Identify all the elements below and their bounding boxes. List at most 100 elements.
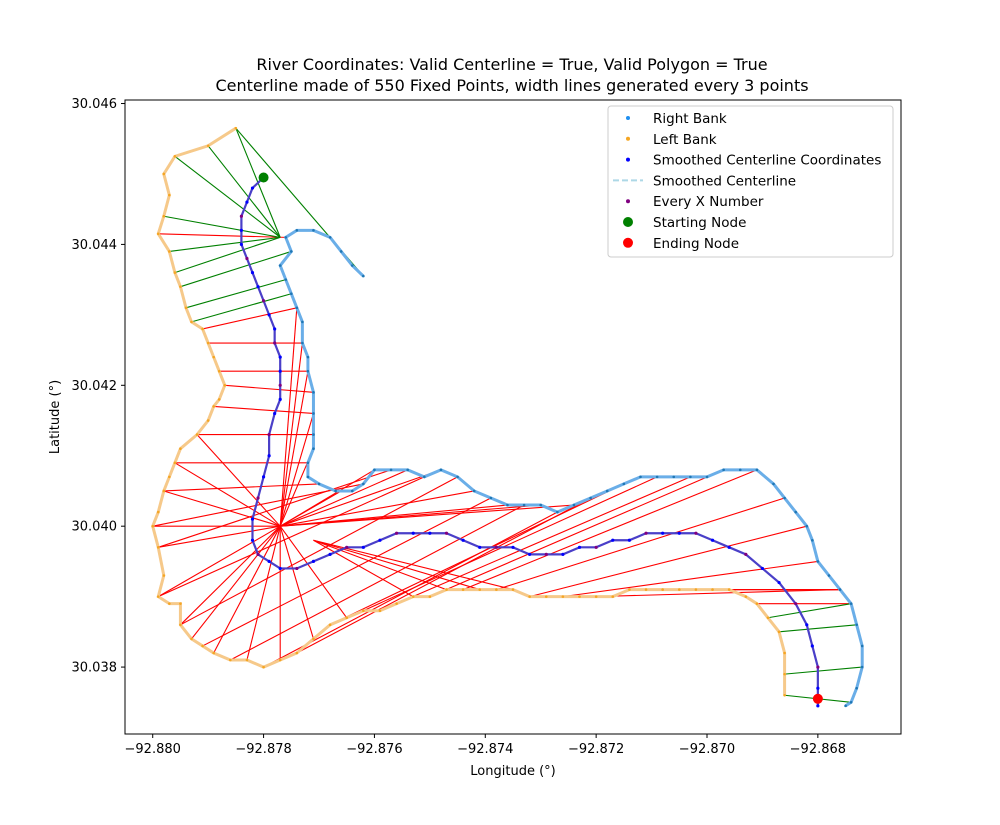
left-bank-point-61 bbox=[644, 588, 648, 591]
centerline-point-21 bbox=[256, 496, 260, 500]
left-bank-point-31 bbox=[179, 602, 182, 605]
centerline-point-47 bbox=[627, 538, 632, 542]
left-bank-point-1 bbox=[206, 144, 210, 148]
left-bank-point-70 bbox=[777, 630, 781, 634]
width-line-red-12 bbox=[180, 476, 458, 626]
width-line-red-35 bbox=[280, 490, 475, 527]
left-bank-point-65 bbox=[711, 588, 714, 591]
left-bank-point-16 bbox=[223, 384, 227, 387]
right-bank-point-7 bbox=[289, 250, 293, 253]
right-bank-point-59 bbox=[855, 623, 858, 627]
x-axis-ticks: −92.880 −92.878 −92.876 −92.874 −92.872 −92.8… bbox=[125, 734, 846, 757]
centerline-point-16 bbox=[278, 397, 282, 401]
left-bank-point-29 bbox=[156, 595, 160, 598]
legend: Right Bank Left Bank Smoothed Centerline C… bbox=[607, 105, 894, 258]
centerline-point-33 bbox=[395, 531, 399, 535]
centerline-point-5 bbox=[239, 242, 243, 247]
right-bank-point-53 bbox=[805, 524, 809, 528]
width-line-red-25 bbox=[596, 589, 841, 598]
centerline-point-13 bbox=[278, 355, 282, 359]
width-line-red-0 bbox=[158, 233, 286, 238]
left-bank-point-12 bbox=[201, 327, 204, 331]
width-line-red-51 bbox=[279, 526, 314, 640]
centerline-point-62 bbox=[816, 704, 820, 708]
left-bank-point-36 bbox=[229, 658, 232, 662]
right-bank-point-37 bbox=[556, 510, 559, 514]
width-line-green-1 bbox=[207, 145, 281, 238]
legend-label-5: Starting Node bbox=[653, 215, 746, 231]
left-bank-point-20 bbox=[195, 433, 199, 436]
right-bank-point-52 bbox=[794, 510, 797, 514]
right-bank-point-49 bbox=[755, 468, 759, 472]
left-bank-point-15 bbox=[217, 369, 221, 373]
centerline-point-42 bbox=[544, 552, 548, 556]
width-line-green-2 bbox=[174, 155, 281, 238]
legend-label-3: Smoothed Centerline bbox=[653, 173, 796, 189]
left-bank-point-71 bbox=[783, 651, 786, 655]
centerline-point-32 bbox=[378, 538, 382, 542]
right-bank-point-15 bbox=[306, 369, 310, 373]
right-bank-point-25 bbox=[362, 482, 365, 486]
centerline-point-1 bbox=[250, 186, 255, 190]
width-line-red-1 bbox=[202, 307, 297, 330]
left-bank-point-35 bbox=[212, 651, 215, 655]
river-banks bbox=[151, 126, 864, 708]
width-line-green-12 bbox=[767, 603, 852, 619]
width-line-green-7 bbox=[185, 279, 286, 309]
left-bank-point-69 bbox=[766, 616, 770, 620]
right-bank-point-56 bbox=[827, 574, 831, 577]
centerline-point-57 bbox=[794, 602, 798, 606]
width-line-red-24 bbox=[562, 560, 818, 598]
right-bank-point-46 bbox=[705, 475, 709, 479]
width-line-red-18 bbox=[363, 476, 658, 612]
right-bank-point-13 bbox=[301, 341, 304, 345]
left-bank-point-18 bbox=[212, 405, 215, 408]
centerline-point-58 bbox=[805, 623, 809, 627]
centerline-point-43 bbox=[561, 552, 565, 556]
width-line-red-20 bbox=[429, 469, 724, 598]
centerline-point-2 bbox=[245, 200, 249, 204]
right-bank-point-48 bbox=[738, 468, 742, 472]
y-tick-label-4: 30.046 bbox=[72, 97, 118, 112]
chart-title: River Coordinates: Valid Centerline = Tr… bbox=[256, 55, 767, 74]
centerline-point-24 bbox=[256, 552, 260, 556]
width-line-red-56 bbox=[196, 434, 281, 527]
left-bank-point-41 bbox=[312, 637, 315, 641]
width-line-red-38 bbox=[280, 504, 575, 527]
left-bank-point-21 bbox=[179, 447, 182, 451]
left-bank-point-3 bbox=[162, 172, 166, 176]
left-bank-point-13 bbox=[206, 341, 210, 345]
right-bank-point-44 bbox=[672, 475, 676, 479]
right-bank-point-39 bbox=[589, 496, 592, 500]
left-bank-point-25 bbox=[156, 510, 160, 514]
centerline-point-53 bbox=[727, 545, 731, 549]
legend-label-1: Left Bank bbox=[653, 132, 717, 148]
left-bank-point-9 bbox=[179, 285, 182, 288]
legend-label-4: Every X Number bbox=[653, 194, 764, 210]
legend-marker-5 bbox=[623, 217, 633, 227]
centerline-point-8 bbox=[256, 285, 260, 289]
right-bank-point-31 bbox=[456, 475, 459, 479]
left-bank-point-28 bbox=[162, 574, 166, 577]
right-bank-point-43 bbox=[655, 475, 659, 479]
left-bank-point-43 bbox=[345, 616, 349, 620]
right-bank-point-40 bbox=[605, 489, 609, 493]
right-bank-point-4 bbox=[312, 229, 315, 232]
centerline-point-39 bbox=[494, 545, 498, 549]
left-bank-point-59 bbox=[611, 595, 615, 598]
left-bank-point-49 bbox=[445, 588, 448, 591]
starting-node bbox=[258, 172, 269, 183]
centerline-point-25 bbox=[267, 559, 271, 564]
right-bank-point-23 bbox=[334, 489, 337, 493]
right-bank-point-8 bbox=[278, 264, 282, 267]
right-bank-point-38 bbox=[572, 503, 576, 507]
right-bank-point-33 bbox=[489, 496, 493, 500]
width-line-red-23 bbox=[529, 525, 807, 598]
centerline-point-15 bbox=[278, 383, 282, 387]
left-bank-point-64 bbox=[694, 588, 698, 591]
centerline-point-51 bbox=[694, 531, 698, 535]
left-bank-point-8 bbox=[173, 271, 177, 274]
right-bank-point-3 bbox=[328, 236, 332, 239]
left-bank-point-52 bbox=[495, 588, 498, 591]
centerline-point-34 bbox=[411, 531, 415, 535]
